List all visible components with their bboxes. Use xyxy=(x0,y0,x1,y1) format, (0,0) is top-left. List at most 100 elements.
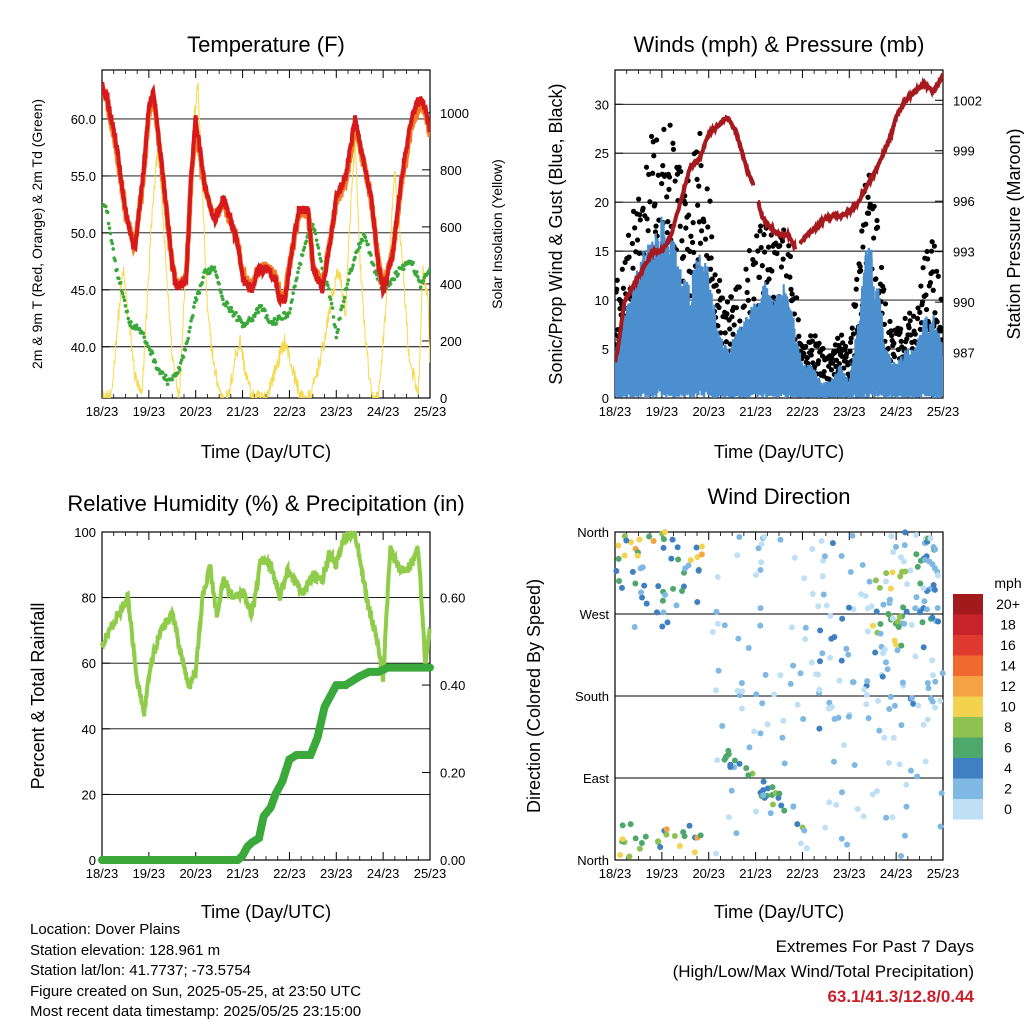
gust-point xyxy=(752,260,759,266)
gust-point xyxy=(828,367,835,373)
gust-point xyxy=(874,224,881,230)
gust-point xyxy=(652,201,658,207)
wind-direction-point xyxy=(914,563,921,570)
relative-humidity-line xyxy=(100,530,432,717)
gust-point xyxy=(694,176,700,183)
wind-direction-point xyxy=(725,751,732,758)
wind-direction-point xyxy=(883,814,890,821)
gust-point xyxy=(715,323,721,329)
wind-direction-point xyxy=(808,659,815,666)
gust-point xyxy=(839,332,845,338)
x-tick-label: 22/23 xyxy=(273,866,306,881)
wind-direction-point xyxy=(923,606,930,613)
gust-point xyxy=(816,340,822,346)
dewpoint-point xyxy=(187,329,191,334)
dewpoint-point xyxy=(271,319,276,324)
dewpoint-point xyxy=(418,285,423,290)
wind-direction-point xyxy=(731,757,738,764)
gust-point xyxy=(794,295,800,301)
dewpoint-point xyxy=(117,276,121,281)
dewpoint-point xyxy=(331,315,336,319)
wind-direction-point xyxy=(816,725,823,732)
dewpoint-point xyxy=(297,266,301,270)
wind-direction-point xyxy=(653,609,660,616)
dewpoint-point xyxy=(186,336,191,341)
dewpoint-point xyxy=(272,316,277,321)
x-tick-label: 20/23 xyxy=(692,866,725,881)
dewpoint-point xyxy=(347,271,352,276)
gust-point xyxy=(690,220,696,226)
dewpoint-point xyxy=(357,245,362,250)
wind-direction-point xyxy=(621,552,628,559)
gust-point xyxy=(665,219,671,225)
gust-point xyxy=(863,221,869,227)
wind-direction-point xyxy=(682,565,689,572)
gust-point xyxy=(686,212,692,218)
legend-swatch xyxy=(953,614,983,635)
y-tick-label: 25 xyxy=(595,146,609,161)
dewpoint-point xyxy=(153,360,158,364)
wind-direction-point xyxy=(930,582,937,589)
gust-point xyxy=(666,186,672,192)
gust-point xyxy=(919,299,926,305)
gust-point xyxy=(773,240,779,246)
dewpoint-point xyxy=(350,266,355,271)
wind-direction-point xyxy=(890,549,897,556)
dewpoint-point xyxy=(319,259,324,263)
legend-swatch xyxy=(953,737,983,758)
wind-direction-point xyxy=(903,781,910,788)
gust-point xyxy=(842,343,849,349)
gust-point xyxy=(786,243,792,249)
gust-point xyxy=(736,284,742,290)
y-tick-label: 0 xyxy=(89,853,96,868)
wind-direction-point xyxy=(753,691,760,698)
gust-point xyxy=(928,248,935,254)
wind-direction-point xyxy=(876,727,883,734)
gust-point xyxy=(860,244,866,250)
y2-tick-label: 0.60 xyxy=(440,591,465,606)
dewpoint-point xyxy=(356,248,360,252)
wind-direction-point xyxy=(734,687,741,694)
legend-swatch xyxy=(953,696,983,717)
legend-swatch xyxy=(953,594,983,615)
wind-direction-point xyxy=(777,536,784,543)
dewpoint-point xyxy=(388,282,393,286)
gust-point xyxy=(809,347,815,353)
dewpoint-point xyxy=(217,282,221,286)
wind-direction-point xyxy=(932,704,939,711)
gust-point xyxy=(679,238,685,244)
wind-direction-point xyxy=(854,805,861,812)
wind-direction-point xyxy=(657,843,664,850)
gust-point xyxy=(803,343,809,350)
wind-direction-point xyxy=(924,716,931,723)
gust-point xyxy=(902,315,908,321)
gust-point xyxy=(619,266,625,272)
gust-point xyxy=(912,331,918,337)
dewpoint-point xyxy=(411,260,415,265)
dewpoint-point xyxy=(126,316,131,321)
wind-direction-point xyxy=(846,604,853,611)
gust-point xyxy=(761,232,767,238)
dewpoint-point xyxy=(274,321,279,326)
wind-direction-point xyxy=(822,824,829,831)
gust-point xyxy=(727,341,733,347)
gust-point xyxy=(787,253,794,260)
gust-point xyxy=(935,273,941,279)
wind-direction-point xyxy=(781,807,788,814)
y2-tick-label: 400 xyxy=(440,277,462,292)
y-tick-label: 60.0 xyxy=(71,112,96,127)
dewpoint-point xyxy=(302,245,307,250)
gust-point xyxy=(780,256,786,262)
wind-direction-point xyxy=(894,618,901,625)
wind-direction-point xyxy=(831,634,838,641)
dewpoint-point xyxy=(177,367,182,372)
wind-direction-point xyxy=(776,790,783,797)
dewpoint-point xyxy=(353,255,357,260)
wind-direction-point xyxy=(898,852,905,859)
wind-direction-point xyxy=(901,832,908,839)
wind-direction-point xyxy=(840,741,847,748)
y-tick-label: 20 xyxy=(595,195,609,210)
wind-direction-point xyxy=(903,803,910,810)
wind-direction-point xyxy=(618,584,625,591)
gust-point xyxy=(713,282,719,288)
